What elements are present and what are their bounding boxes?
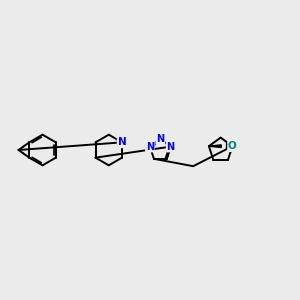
Text: N: N xyxy=(118,137,126,147)
Text: N: N xyxy=(228,141,237,151)
Text: N: N xyxy=(146,142,154,152)
Polygon shape xyxy=(209,145,221,148)
Text: N: N xyxy=(167,142,175,152)
Text: H: H xyxy=(224,141,232,151)
Text: N: N xyxy=(156,134,164,144)
Text: O: O xyxy=(228,141,236,151)
